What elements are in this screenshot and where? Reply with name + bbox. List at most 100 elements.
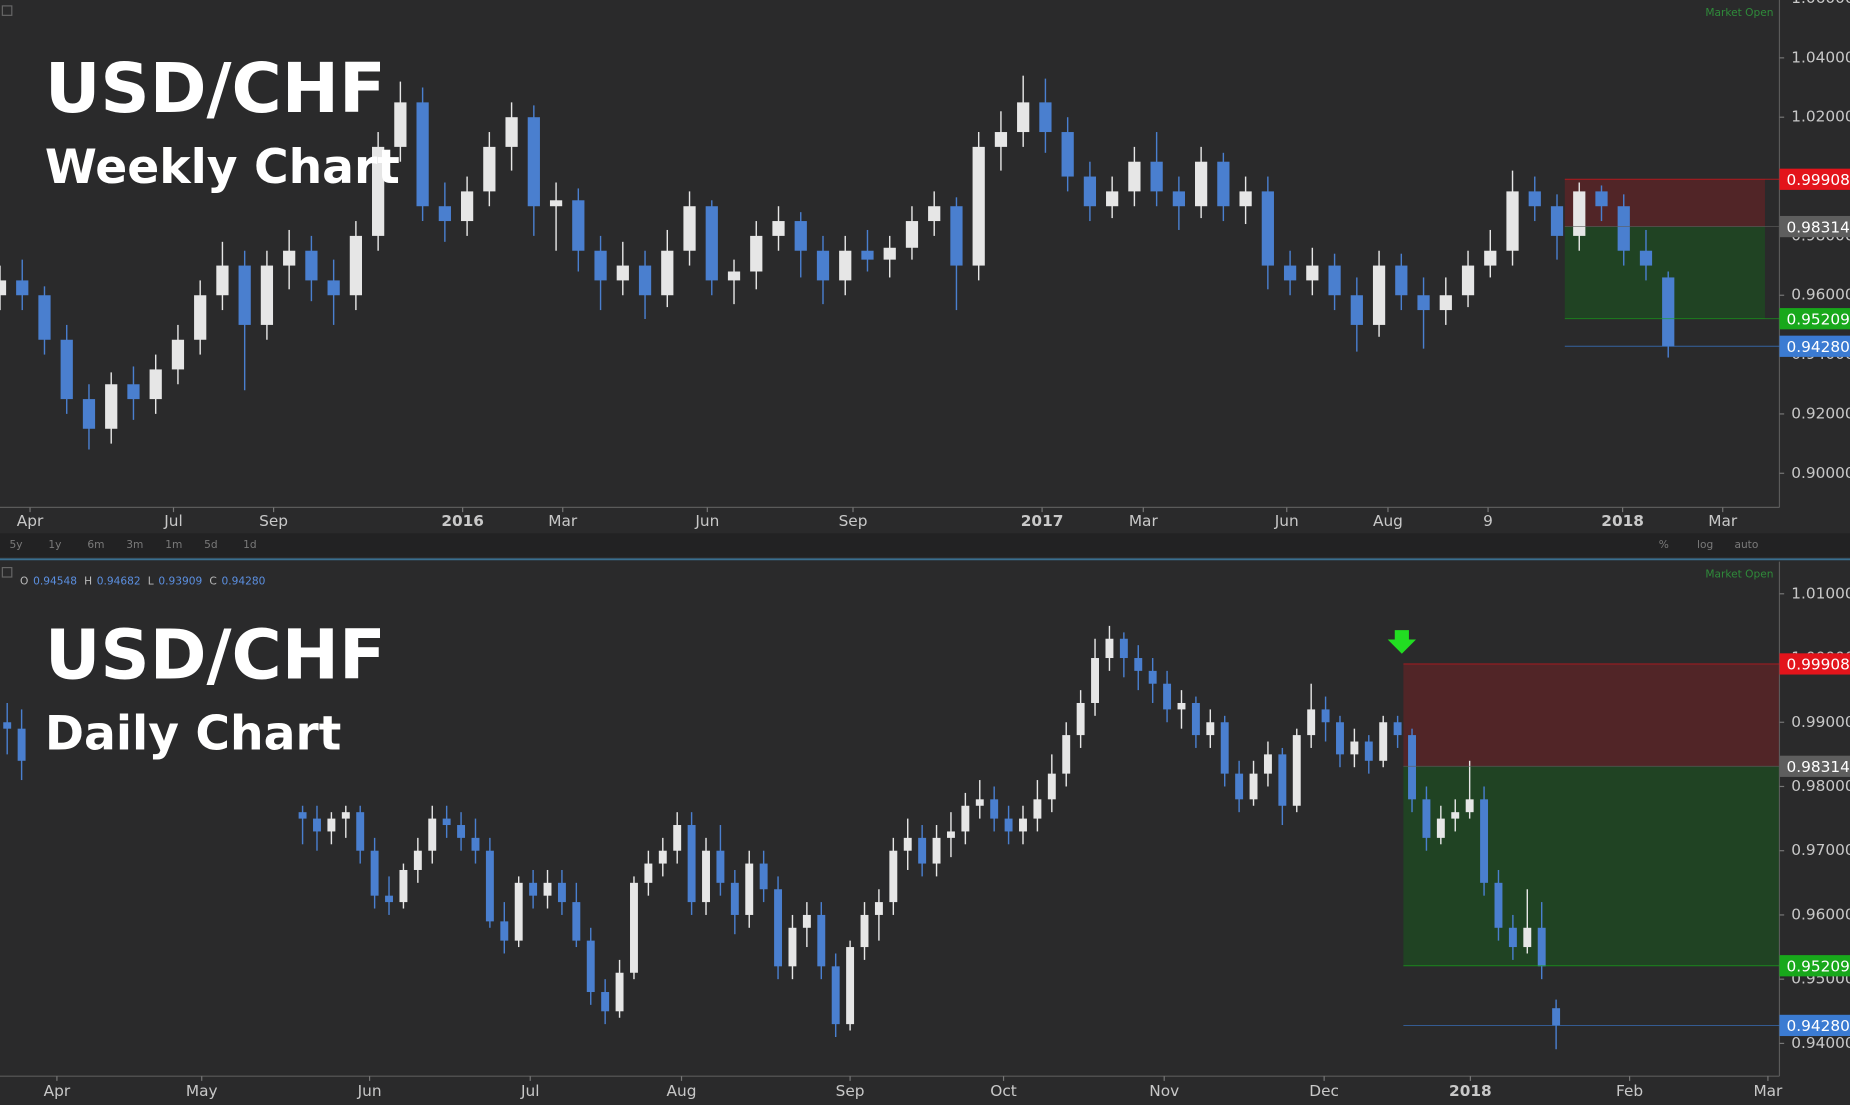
candle-body [1328, 265, 1341, 296]
candle-body [527, 117, 540, 207]
trade-zone [1403, 663, 1780, 767]
ohlc-value: 0.94682 [97, 575, 141, 588]
candle-body [529, 882, 538, 896]
y-tick-label: 1.02000 [1791, 108, 1850, 126]
candle-body [644, 863, 653, 883]
candle-body [1439, 295, 1452, 311]
candle-body [305, 250, 318, 281]
candle-body [772, 221, 785, 236]
x-tick-label: Nov [1149, 1082, 1179, 1100]
candle-body [82, 399, 96, 429]
y-tick-label: 1.06000 [1791, 0, 1850, 7]
range-button[interactable]: 6m [87, 538, 104, 551]
candle-body [1408, 735, 1416, 800]
candle-body [1062, 735, 1071, 774]
candle-body [1379, 722, 1388, 761]
x-tick-label: 2018 [1601, 512, 1644, 530]
candle-body [705, 206, 718, 281]
candle-body [0, 280, 7, 296]
option-button[interactable]: % [1659, 538, 1669, 551]
range-button[interactable]: 1m [165, 538, 182, 551]
range-button[interactable]: 3m [126, 538, 143, 551]
candle-body [105, 384, 118, 429]
candle-body [1206, 722, 1215, 736]
candle-body [260, 265, 274, 325]
candle-body [1422, 799, 1431, 838]
candle-body [661, 250, 674, 296]
candle-body [1163, 683, 1172, 710]
candle-body [1106, 191, 1119, 207]
y-tick-label: 0.98000 [1791, 777, 1850, 795]
candle-body [950, 206, 963, 266]
x-tick-label: 2016 [441, 512, 484, 530]
candle-body [1417, 295, 1430, 311]
candle-body [1278, 754, 1287, 806]
candle-body [774, 889, 783, 967]
candle-body [727, 271, 741, 281]
candle-body [1350, 741, 1359, 755]
y-tick-label: 1.01000 [1791, 584, 1850, 602]
candle-body [839, 250, 852, 281]
candle-body [194, 295, 207, 340]
candle-body [549, 200, 563, 207]
candle-body [127, 384, 140, 400]
candle-body [1128, 161, 1141, 192]
candle-body [1372, 265, 1386, 325]
candle-body [615, 972, 624, 1012]
candle-body [356, 812, 365, 851]
range-button[interactable]: 1d [243, 538, 257, 551]
option-button[interactable]: log [1697, 538, 1713, 551]
y-tick-label: 0.92000 [1791, 404, 1850, 422]
candle-body [216, 265, 229, 296]
toolbar-bar [0, 533, 1850, 557]
candle-body [1191, 702, 1200, 736]
candle-body [1395, 265, 1408, 296]
panel-icon [1, 5, 13, 16]
candle-body [1523, 927, 1532, 948]
candle-body [1350, 295, 1363, 325]
range-button[interactable]: 1y [48, 538, 61, 551]
candle-body [1134, 658, 1143, 671]
x-tick-label: Aug [667, 1082, 697, 1100]
candle-body [1550, 206, 1564, 236]
range-button[interactable]: 5y [9, 538, 22, 551]
x-tick-label: Mar [1708, 512, 1738, 530]
candle-body [471, 837, 480, 851]
chart-title: USD/CHF [45, 49, 386, 129]
candle-body [1436, 818, 1445, 838]
candle-body [702, 850, 710, 903]
candle-body [341, 812, 350, 819]
option-button[interactable]: auto [1734, 538, 1758, 551]
panel: 0.900000.920000.940000.960000.980001.000… [0, 0, 1850, 530]
ohlc-key: H [84, 575, 92, 588]
candle-body [658, 850, 667, 864]
x-tick-label: Jun [694, 512, 719, 530]
ohlc-key: O [20, 575, 28, 588]
candle-body [38, 295, 51, 340]
ohlc-value: 0.93909 [158, 575, 202, 588]
x-tick-label: 9 [1483, 512, 1493, 530]
candle-body [543, 882, 552, 896]
candle-body [1552, 1008, 1561, 1026]
x-tick-label: Mar [1129, 512, 1159, 530]
range-button[interactable]: 5d [204, 538, 218, 551]
candle-body [428, 818, 437, 851]
candle-body [283, 250, 296, 266]
candle-body [946, 831, 955, 838]
candle-body [557, 882, 566, 903]
candle-body [1292, 735, 1301, 806]
candle-body [745, 863, 754, 915]
price-level-badge [1779, 1014, 1850, 1037]
candle-body [861, 250, 874, 260]
candle-body [1217, 161, 1230, 207]
price-level-badge [1779, 168, 1850, 190]
y-tick-label: 1.04000 [1791, 48, 1850, 66]
x-tick-label: Mar [1753, 1082, 1783, 1100]
candle-body [594, 250, 607, 281]
candle-body [460, 191, 474, 222]
price-level-label: 0.94280 [1787, 1017, 1850, 1035]
price-level-badge [1779, 335, 1850, 357]
candle-body [905, 221, 919, 248]
candle-body [3, 722, 12, 729]
